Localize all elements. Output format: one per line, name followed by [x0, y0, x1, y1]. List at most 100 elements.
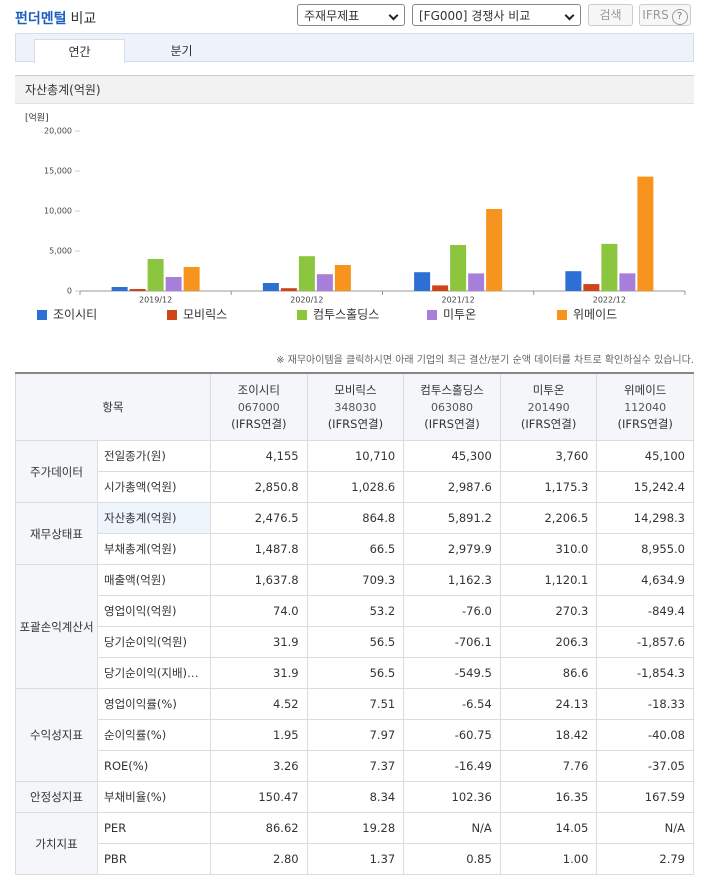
cell-value: -6.54: [403, 688, 501, 720]
cell-value: 18.42: [499, 719, 598, 751]
cell-value: 7.97: [306, 719, 405, 751]
company-name: 조이시티: [237, 382, 280, 397]
bar: [183, 267, 200, 291]
y-tick-label: 10,000: [44, 207, 72, 216]
company-code: 201490: [527, 400, 570, 414]
cell-value: 16.35: [499, 781, 598, 813]
company-name: 위메이드: [624, 382, 667, 397]
bar: [486, 209, 503, 291]
item-label[interactable]: 자산총계(억원): [96, 502, 212, 534]
legend-swatch: [297, 310, 307, 320]
cell-value: 0.85: [403, 843, 501, 875]
cell-value: 7.51: [306, 688, 405, 720]
item-label[interactable]: PER: [96, 812, 212, 844]
bar: [147, 259, 164, 291]
cell-value: -549.5: [403, 657, 501, 689]
x-tick-label: 2019/12: [139, 296, 172, 305]
cell-value: 709.3: [306, 564, 405, 596]
legend-label: 미투온: [443, 308, 476, 322]
cell-value: 56.5: [306, 626, 405, 658]
cell-value: -706.1: [403, 626, 501, 658]
ifrs-button[interactable]: IFRS?: [639, 4, 691, 26]
bar: [165, 277, 182, 291]
cell-value: -40.08: [596, 719, 694, 751]
tab-annual[interactable]: 연간: [34, 39, 125, 63]
title-suffix: 비교: [70, 11, 97, 27]
cell-value: 86.62: [210, 812, 308, 844]
cell-value: 86.6: [499, 657, 598, 689]
item-label[interactable]: 영업이익률(%): [96, 688, 212, 720]
group-name: 수익성지표: [15, 688, 98, 782]
cell-value: 2.80: [210, 843, 308, 875]
item-label[interactable]: 영업이익(억원): [96, 595, 212, 627]
table-row: 순이익률(%) 1.95 7.97 -60.75 18.42 -40.08: [16, 719, 694, 751]
group-name: 포괄손익계산서: [15, 564, 98, 689]
item-label[interactable]: 시가총액(억원): [96, 471, 212, 503]
notice: ※ 재무아이템을 클릭하시면 아래 기업의 최근 결산/분기 순액 데이터를 차…: [276, 355, 694, 366]
statement-select[interactable]: 주재무제표: [297, 4, 405, 26]
company-basis: (IFRS연결): [520, 416, 577, 431]
legend-swatch: [427, 310, 437, 320]
table-row: 포괄손익계산서 매출액(억원) 1,637.8 709.3 1,162.3 1,120.1…: [15, 564, 694, 689]
cell-value: -76.0: [403, 595, 501, 627]
cell-value: 167.59: [596, 781, 694, 813]
help-icon: ?: [671, 9, 688, 25]
cell-value: 1.95: [210, 719, 308, 751]
legend-label: 컴투스홀딩스: [313, 308, 379, 322]
bar: [601, 243, 618, 291]
bar: [262, 283, 279, 291]
company-code: 348030: [334, 400, 377, 414]
cell-value: -18.33: [596, 688, 694, 720]
item-label[interactable]: 당기순이익(억원): [96, 626, 212, 658]
table-row: 안정성지표 부채비율(%) 150.47 8.34 102.36 16.35 167.59: [15, 781, 694, 813]
item-label[interactable]: 당기순이익(지배)…: [96, 657, 212, 689]
cell-value: 3.26: [210, 750, 308, 782]
company-header: 조이시티 067000 (IFRS연결): [210, 372, 308, 441]
cell-value: 31.9: [210, 657, 308, 689]
cell-value: 53.2: [306, 595, 405, 627]
x-tick-label: 2022/12: [593, 296, 626, 305]
cell-value: 14,298.3: [596, 502, 694, 534]
table-row: 수익성지표 영업이익률(%) 4.52 7.51 -6.54 24.13 -18.33: [15, 688, 694, 782]
bar: [414, 272, 431, 291]
cell-value: -1,854.3: [596, 657, 694, 689]
item-label[interactable]: 부채총계(억원): [96, 533, 212, 565]
item-label[interactable]: 순이익률(%): [96, 719, 212, 751]
item-label[interactable]: ROE(%): [96, 750, 212, 782]
item-label[interactable]: 전일종가(원): [96, 440, 212, 472]
legend-swatch: [37, 310, 47, 320]
table-row: 시가총액(억원) 2,850.8 1,028.6 2,987.6 1,175.3 15,2…: [16, 471, 694, 503]
y-tick-label: 0: [67, 287, 72, 296]
cell-value: 310.0: [499, 533, 598, 565]
cell-value: 150.47: [210, 781, 308, 813]
table-row: 당기순이익(지배)… 31.9 56.5 -549.5 86.6 -1,854.3: [16, 657, 694, 689]
y-tick-label: 5,000: [49, 247, 72, 256]
x-tick-label: 2021/12: [442, 296, 475, 305]
cell-value: 56.5: [306, 657, 405, 689]
cell-value: 1,162.3: [403, 564, 501, 596]
company-code: 063080: [431, 400, 473, 414]
item-label[interactable]: PBR: [96, 843, 212, 875]
cell-value: 7.76: [499, 750, 598, 782]
cell-value: 2,476.5: [210, 502, 308, 534]
peer-select[interactable]: [FG000] 경쟁사 비교: [412, 4, 581, 26]
company-code: 112040: [624, 400, 667, 414]
table-row: PBR 2.80 1.37 0.85 1.00 2.79: [16, 843, 694, 875]
bar: [298, 256, 315, 291]
cell-value: 2,979.9: [403, 533, 501, 565]
page-title: 펀더멘털 비교: [15, 8, 96, 28]
cell-value: 864.8: [306, 502, 405, 534]
cell-value: 8,955.0: [596, 533, 694, 565]
company-header: 위메이드 112040 (IFRS연결): [596, 372, 694, 441]
tab-quarter[interactable]: 분기: [170, 44, 193, 58]
item-label[interactable]: 매출액(억원): [96, 564, 212, 596]
item-label[interactable]: 부채비율(%): [96, 781, 212, 813]
company-basis: (IFRS연결): [231, 416, 287, 431]
search-button[interactable]: 검색: [588, 4, 633, 26]
bar: [565, 271, 582, 291]
group-name: 안정성지표: [15, 781, 98, 813]
table-row: 당기순이익(억원) 31.9 56.5 -706.1 206.3 -1,857.6: [16, 626, 694, 658]
legend-swatch: [167, 310, 177, 320]
x-tick-label: 2020/12: [290, 296, 323, 305]
